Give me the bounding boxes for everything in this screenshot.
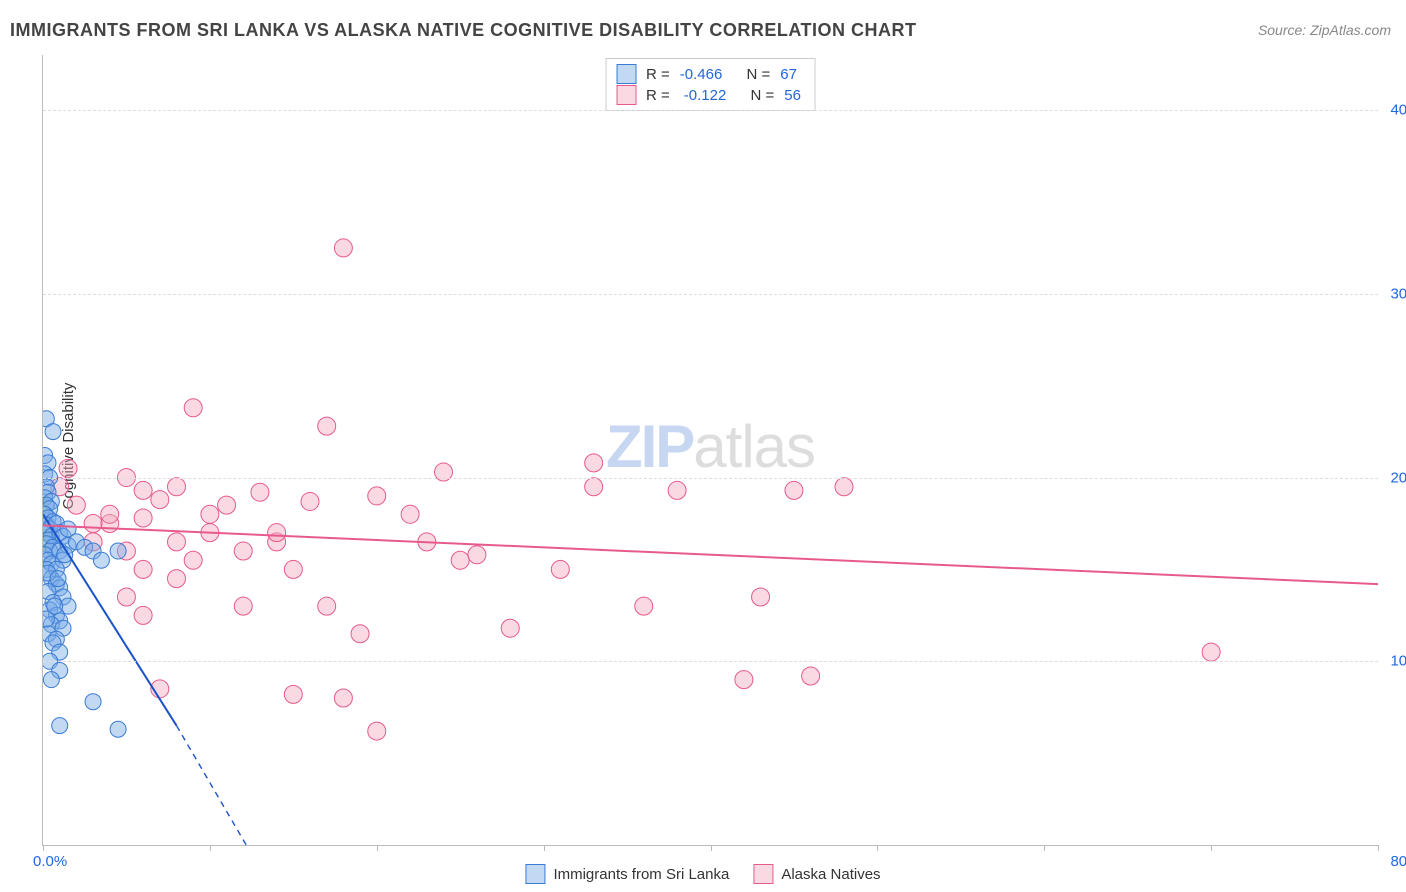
trend-line-extrapolated xyxy=(177,726,252,845)
chart-container: IMMIGRANTS FROM SRI LANKA VS ALASKA NATI… xyxy=(0,0,1406,892)
legend-item-2: Alaska Natives xyxy=(753,864,880,884)
data-point xyxy=(52,718,68,734)
data-point xyxy=(301,492,319,510)
x-tick xyxy=(544,845,545,851)
data-point xyxy=(368,722,386,740)
data-point xyxy=(451,551,469,569)
legend-item-1: Immigrants from Sri Lanka xyxy=(525,864,729,884)
x-tick xyxy=(377,845,378,851)
data-point xyxy=(151,491,169,509)
data-point xyxy=(168,570,186,588)
data-point xyxy=(234,597,252,615)
data-point xyxy=(668,481,686,499)
data-point xyxy=(551,560,569,578)
data-point xyxy=(835,478,853,496)
data-point xyxy=(802,667,820,685)
data-point xyxy=(93,552,109,568)
swatch-icon xyxy=(525,864,545,884)
data-point xyxy=(268,524,286,542)
data-point xyxy=(585,454,603,472)
x-tick xyxy=(877,845,878,851)
source-attribution: Source: ZipAtlas.com xyxy=(1258,22,1391,38)
data-point xyxy=(334,689,352,707)
data-point xyxy=(168,478,186,496)
swatch-icon xyxy=(753,864,773,884)
data-point xyxy=(117,588,135,606)
scatter-svg xyxy=(43,55,1378,845)
swatch-icon xyxy=(616,85,636,105)
data-point xyxy=(84,514,102,532)
y-tick-label: 30.0% xyxy=(1383,285,1406,302)
data-point xyxy=(59,459,77,477)
data-point xyxy=(752,588,770,606)
data-point xyxy=(284,560,302,578)
data-point xyxy=(318,597,336,615)
data-point xyxy=(101,505,119,523)
data-point xyxy=(134,481,152,499)
data-point xyxy=(351,625,369,643)
data-point xyxy=(168,533,186,551)
data-point xyxy=(635,597,653,615)
data-point xyxy=(401,505,419,523)
data-point xyxy=(1202,643,1220,661)
x-tick xyxy=(1044,845,1045,851)
x-tick xyxy=(210,845,211,851)
data-point xyxy=(110,721,126,737)
bottom-legend: Immigrants from Sri Lanka Alaska Natives xyxy=(525,864,880,884)
data-point xyxy=(735,671,753,689)
y-tick-label: 40.0% xyxy=(1383,102,1406,119)
data-point xyxy=(251,483,269,501)
data-point xyxy=(785,481,803,499)
x-tick xyxy=(1378,845,1379,851)
data-point xyxy=(184,551,202,569)
data-point xyxy=(501,619,519,637)
data-point xyxy=(368,487,386,505)
swatch-icon xyxy=(616,64,636,84)
data-point xyxy=(334,239,352,257)
chart-title: IMMIGRANTS FROM SRI LANKA VS ALASKA NATI… xyxy=(10,20,917,41)
data-point xyxy=(43,611,54,627)
data-point xyxy=(110,543,126,559)
gridline xyxy=(43,478,1378,479)
gridline xyxy=(43,110,1378,111)
data-point xyxy=(85,694,101,710)
x-tick xyxy=(43,845,44,851)
x-axis-min-label: 0.0% xyxy=(33,853,67,870)
data-point xyxy=(50,571,66,587)
data-point xyxy=(201,505,219,523)
x-tick xyxy=(1211,845,1212,851)
data-point xyxy=(468,546,486,564)
gridline xyxy=(43,294,1378,295)
data-point xyxy=(43,672,59,688)
y-tick-label: 10.0% xyxy=(1383,653,1406,670)
data-point xyxy=(585,478,603,496)
x-axis-max-label: 80.0% xyxy=(1390,853,1406,870)
stats-row-series-2: R = -0.122 N = 56 xyxy=(616,85,801,105)
x-tick xyxy=(711,845,712,851)
correlation-stats-box: R = -0.466 N = 67 R = -0.122 N = 56 xyxy=(605,58,816,111)
data-point xyxy=(45,424,61,440)
data-point xyxy=(234,542,252,560)
data-point xyxy=(184,399,202,417)
data-point xyxy=(67,496,85,514)
data-point xyxy=(318,417,336,435)
data-point xyxy=(218,496,236,514)
gridline xyxy=(43,661,1378,662)
data-point xyxy=(134,560,152,578)
data-point xyxy=(284,685,302,703)
plot-area: ZIPatlas R = -0.466 N = 67 R = -0.122 N … xyxy=(42,55,1378,846)
data-point xyxy=(134,509,152,527)
data-point xyxy=(134,606,152,624)
y-tick-label: 20.0% xyxy=(1383,469,1406,486)
stats-row-series-1: R = -0.466 N = 67 xyxy=(616,64,801,84)
